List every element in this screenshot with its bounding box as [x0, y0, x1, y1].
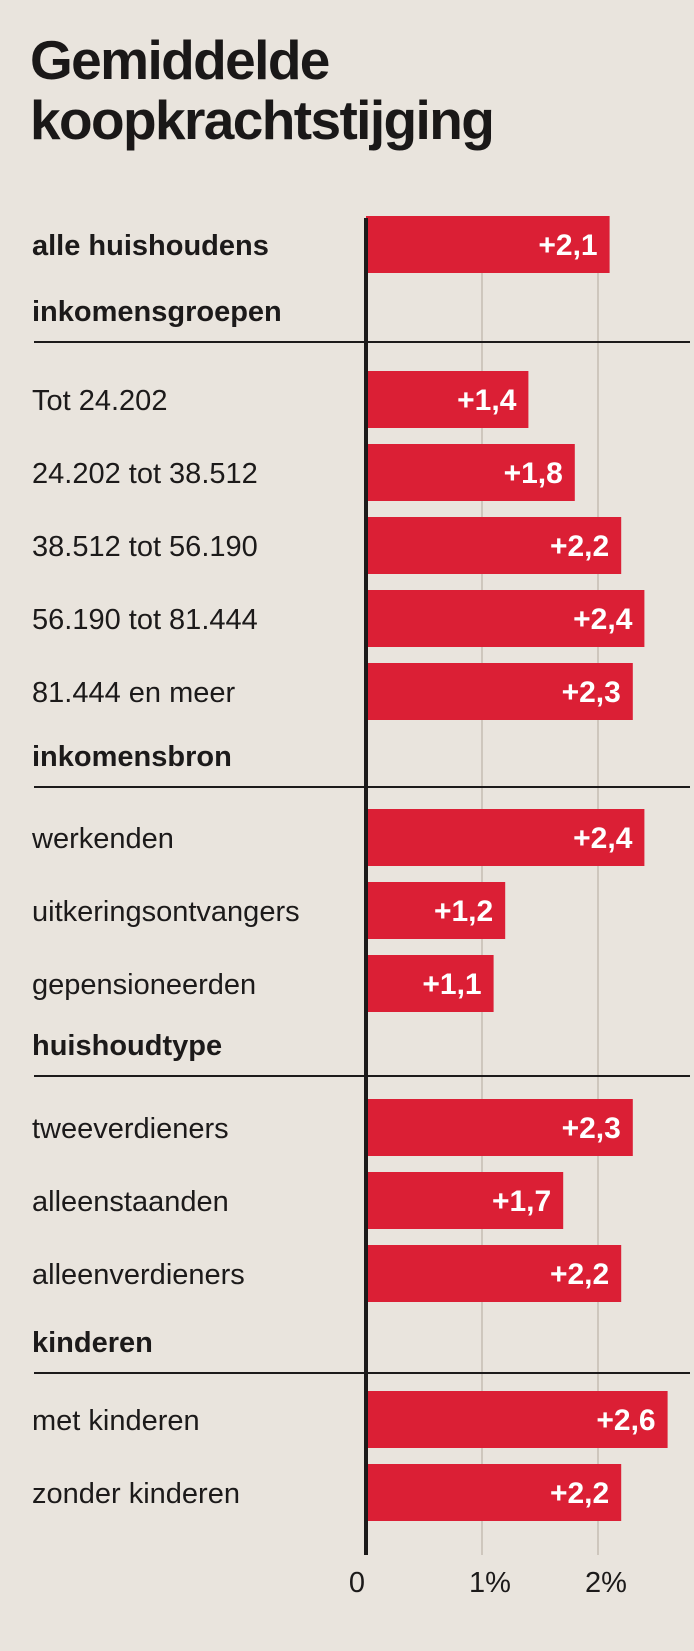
tick-label: 1%	[469, 1567, 511, 1599]
chart-title: Gemiddelde koopkrachtstijging	[30, 29, 495, 151]
category-label: 81.444 en meer	[32, 677, 235, 709]
value-label: +1,7	[492, 1185, 551, 1218]
category-label: tweeverdieners	[32, 1113, 229, 1145]
value-label: +1,1	[422, 968, 481, 1001]
category-label: alleenverdieners	[32, 1259, 245, 1291]
category-label: alle huishoudens	[32, 230, 269, 262]
value-label: +2,4	[573, 822, 633, 855]
value-label: +2,4	[573, 603, 633, 636]
bar	[366, 1099, 633, 1156]
category-label: 24.202 tot 38.512	[32, 458, 258, 490]
bar	[366, 517, 622, 574]
value-label: +1,8	[504, 457, 563, 490]
value-label: +2,6	[596, 1404, 655, 1437]
category-label: gepensioneerden	[32, 969, 256, 1001]
value-label: +2,2	[550, 1477, 609, 1510]
bar	[366, 663, 633, 720]
value-label: +2,2	[550, 530, 609, 563]
bar	[366, 216, 610, 273]
category-label: met kinderen	[32, 1405, 200, 1437]
section-heading: inkomensgroepen	[32, 296, 282, 328]
category-label: werkenden	[31, 823, 174, 855]
chart-title-line-1: Gemiddelde	[30, 29, 330, 91]
section-heading: inkomensbron	[32, 741, 232, 773]
value-label: +2,1	[538, 229, 597, 262]
category-label: alleenstaanden	[32, 1186, 229, 1218]
category-label: 38.512 tot 56.190	[32, 531, 258, 563]
value-label: +2,3	[562, 676, 621, 709]
bar	[366, 1464, 622, 1521]
chart-title-line-2: koopkrachtstijging	[30, 89, 495, 151]
bar	[366, 955, 494, 1012]
row-labels: alle huishoudens +2,1 inkomensgroepen Tot 2…	[31, 229, 690, 1510]
tick-label: 2%	[585, 1567, 627, 1599]
category-label: uitkeringsontvangers	[32, 896, 300, 928]
value-label: +1,4	[457, 384, 517, 417]
bars	[366, 216, 668, 1521]
bar	[366, 1172, 564, 1229]
section-heading: huishoudtype	[32, 1030, 222, 1062]
value-label: +2,2	[550, 1258, 609, 1291]
axis: 0 1% 2%	[349, 218, 627, 1599]
bar	[366, 1245, 622, 1302]
bar	[366, 371, 529, 428]
category-label: zonder kinderen	[32, 1478, 240, 1510]
value-label: +2,3	[562, 1112, 621, 1145]
bar	[366, 590, 645, 647]
value-label: +1,2	[434, 895, 493, 928]
category-label: Tot 24.202	[32, 385, 167, 417]
bar	[366, 444, 575, 501]
bar	[366, 882, 506, 939]
category-label: 56.190 tot 81.444	[32, 604, 258, 636]
bar	[366, 1391, 668, 1448]
tick-label: 0	[349, 1567, 365, 1599]
bar	[366, 809, 645, 866]
section-heading: kinderen	[32, 1327, 153, 1359]
